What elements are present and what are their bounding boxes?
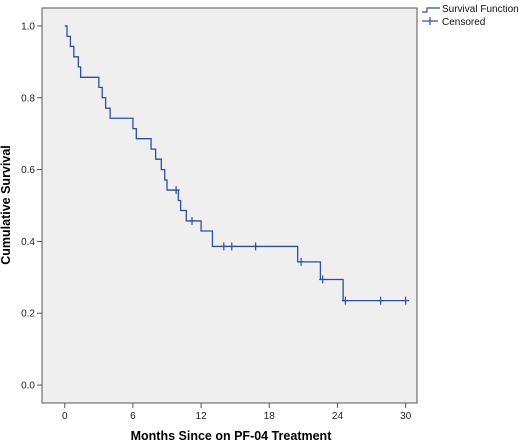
legend-censored-swatch <box>422 17 438 25</box>
censored-marker <box>172 186 180 195</box>
axis-ticks: 0 6 12 18 24 30 0.0 0.2 0.4 0.6 0.8 1.0 <box>21 21 412 422</box>
censored-marker <box>252 242 260 251</box>
x-tick-label: 0 <box>62 411 68 422</box>
legend: Survival Function Censored <box>422 4 519 28</box>
censored-marker <box>319 275 327 284</box>
x-tick-label: 18 <box>264 411 276 422</box>
legend-survival-label: Survival Function <box>442 4 519 15</box>
y-tick-label: 0.6 <box>21 165 35 176</box>
legend-survival-swatch <box>422 7 440 13</box>
y-tick-label: 0.4 <box>21 237 35 248</box>
survival-function-line <box>64 25 406 302</box>
y-tick-label: 0.0 <box>21 381 35 392</box>
x-tick-label: 24 <box>332 411 344 422</box>
y-tick-label: 0.2 <box>21 309 35 320</box>
censored-marker <box>377 296 385 305</box>
y-tick-label: 1.0 <box>21 21 35 32</box>
y-tick-label: 0.8 <box>21 93 35 104</box>
x-tick-label: 12 <box>196 411 208 422</box>
censored-marker <box>402 296 410 305</box>
y-axis-title: Cumulative Survival <box>0 145 13 265</box>
censored-marker <box>297 257 305 266</box>
chart-marks <box>64 25 410 305</box>
legend-censored-label: Censored <box>442 17 485 28</box>
censored-marker <box>188 216 196 225</box>
censored-marker <box>228 242 236 251</box>
x-axis-title: Months Since on PF-04 Treatment <box>131 429 333 443</box>
censored-marker <box>220 242 228 251</box>
plot-area <box>41 7 418 404</box>
censored-marker <box>341 296 349 305</box>
x-tick-label: 6 <box>130 411 136 422</box>
x-tick-label: 30 <box>400 411 412 422</box>
